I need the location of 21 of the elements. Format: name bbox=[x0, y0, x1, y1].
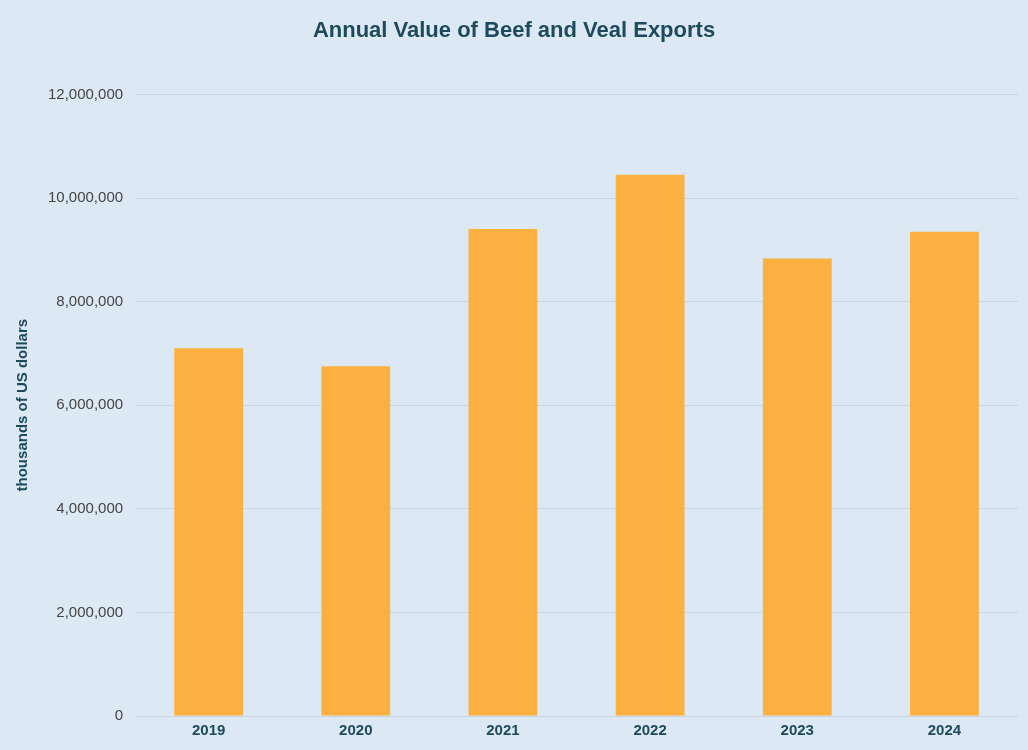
y-tick-label: 8,000,000 bbox=[56, 291, 124, 309]
y-tick-label: 2,000,000 bbox=[56, 602, 124, 620]
y-tick-label: 0 bbox=[114, 706, 124, 724]
y-tick-label: 4,000,000 bbox=[56, 498, 124, 516]
bar bbox=[910, 231, 979, 716]
bar bbox=[762, 258, 832, 716]
chart-title: Annual Value of Beef and Veal Exports bbox=[312, 17, 716, 43]
y-tick-label: 10,000,000 bbox=[48, 188, 124, 206]
bar bbox=[468, 229, 538, 716]
x-tick-label: 2019 bbox=[191, 721, 226, 739]
x-tick-label: 2020 bbox=[339, 721, 373, 739]
bar bbox=[321, 366, 391, 716]
y-axis-title: thousands of US dollars bbox=[13, 318, 31, 492]
y-tick-label: 12,000,000 bbox=[48, 84, 124, 102]
bar bbox=[615, 174, 685, 716]
x-tick-label: 2024 bbox=[927, 721, 962, 739]
y-tick-label: 6,000,000 bbox=[56, 395, 124, 413]
x-tick-label: 2023 bbox=[780, 721, 814, 739]
bar bbox=[174, 348, 244, 716]
x-tick-label: 2021 bbox=[486, 721, 520, 739]
x-tick-label: 2022 bbox=[633, 721, 667, 739]
